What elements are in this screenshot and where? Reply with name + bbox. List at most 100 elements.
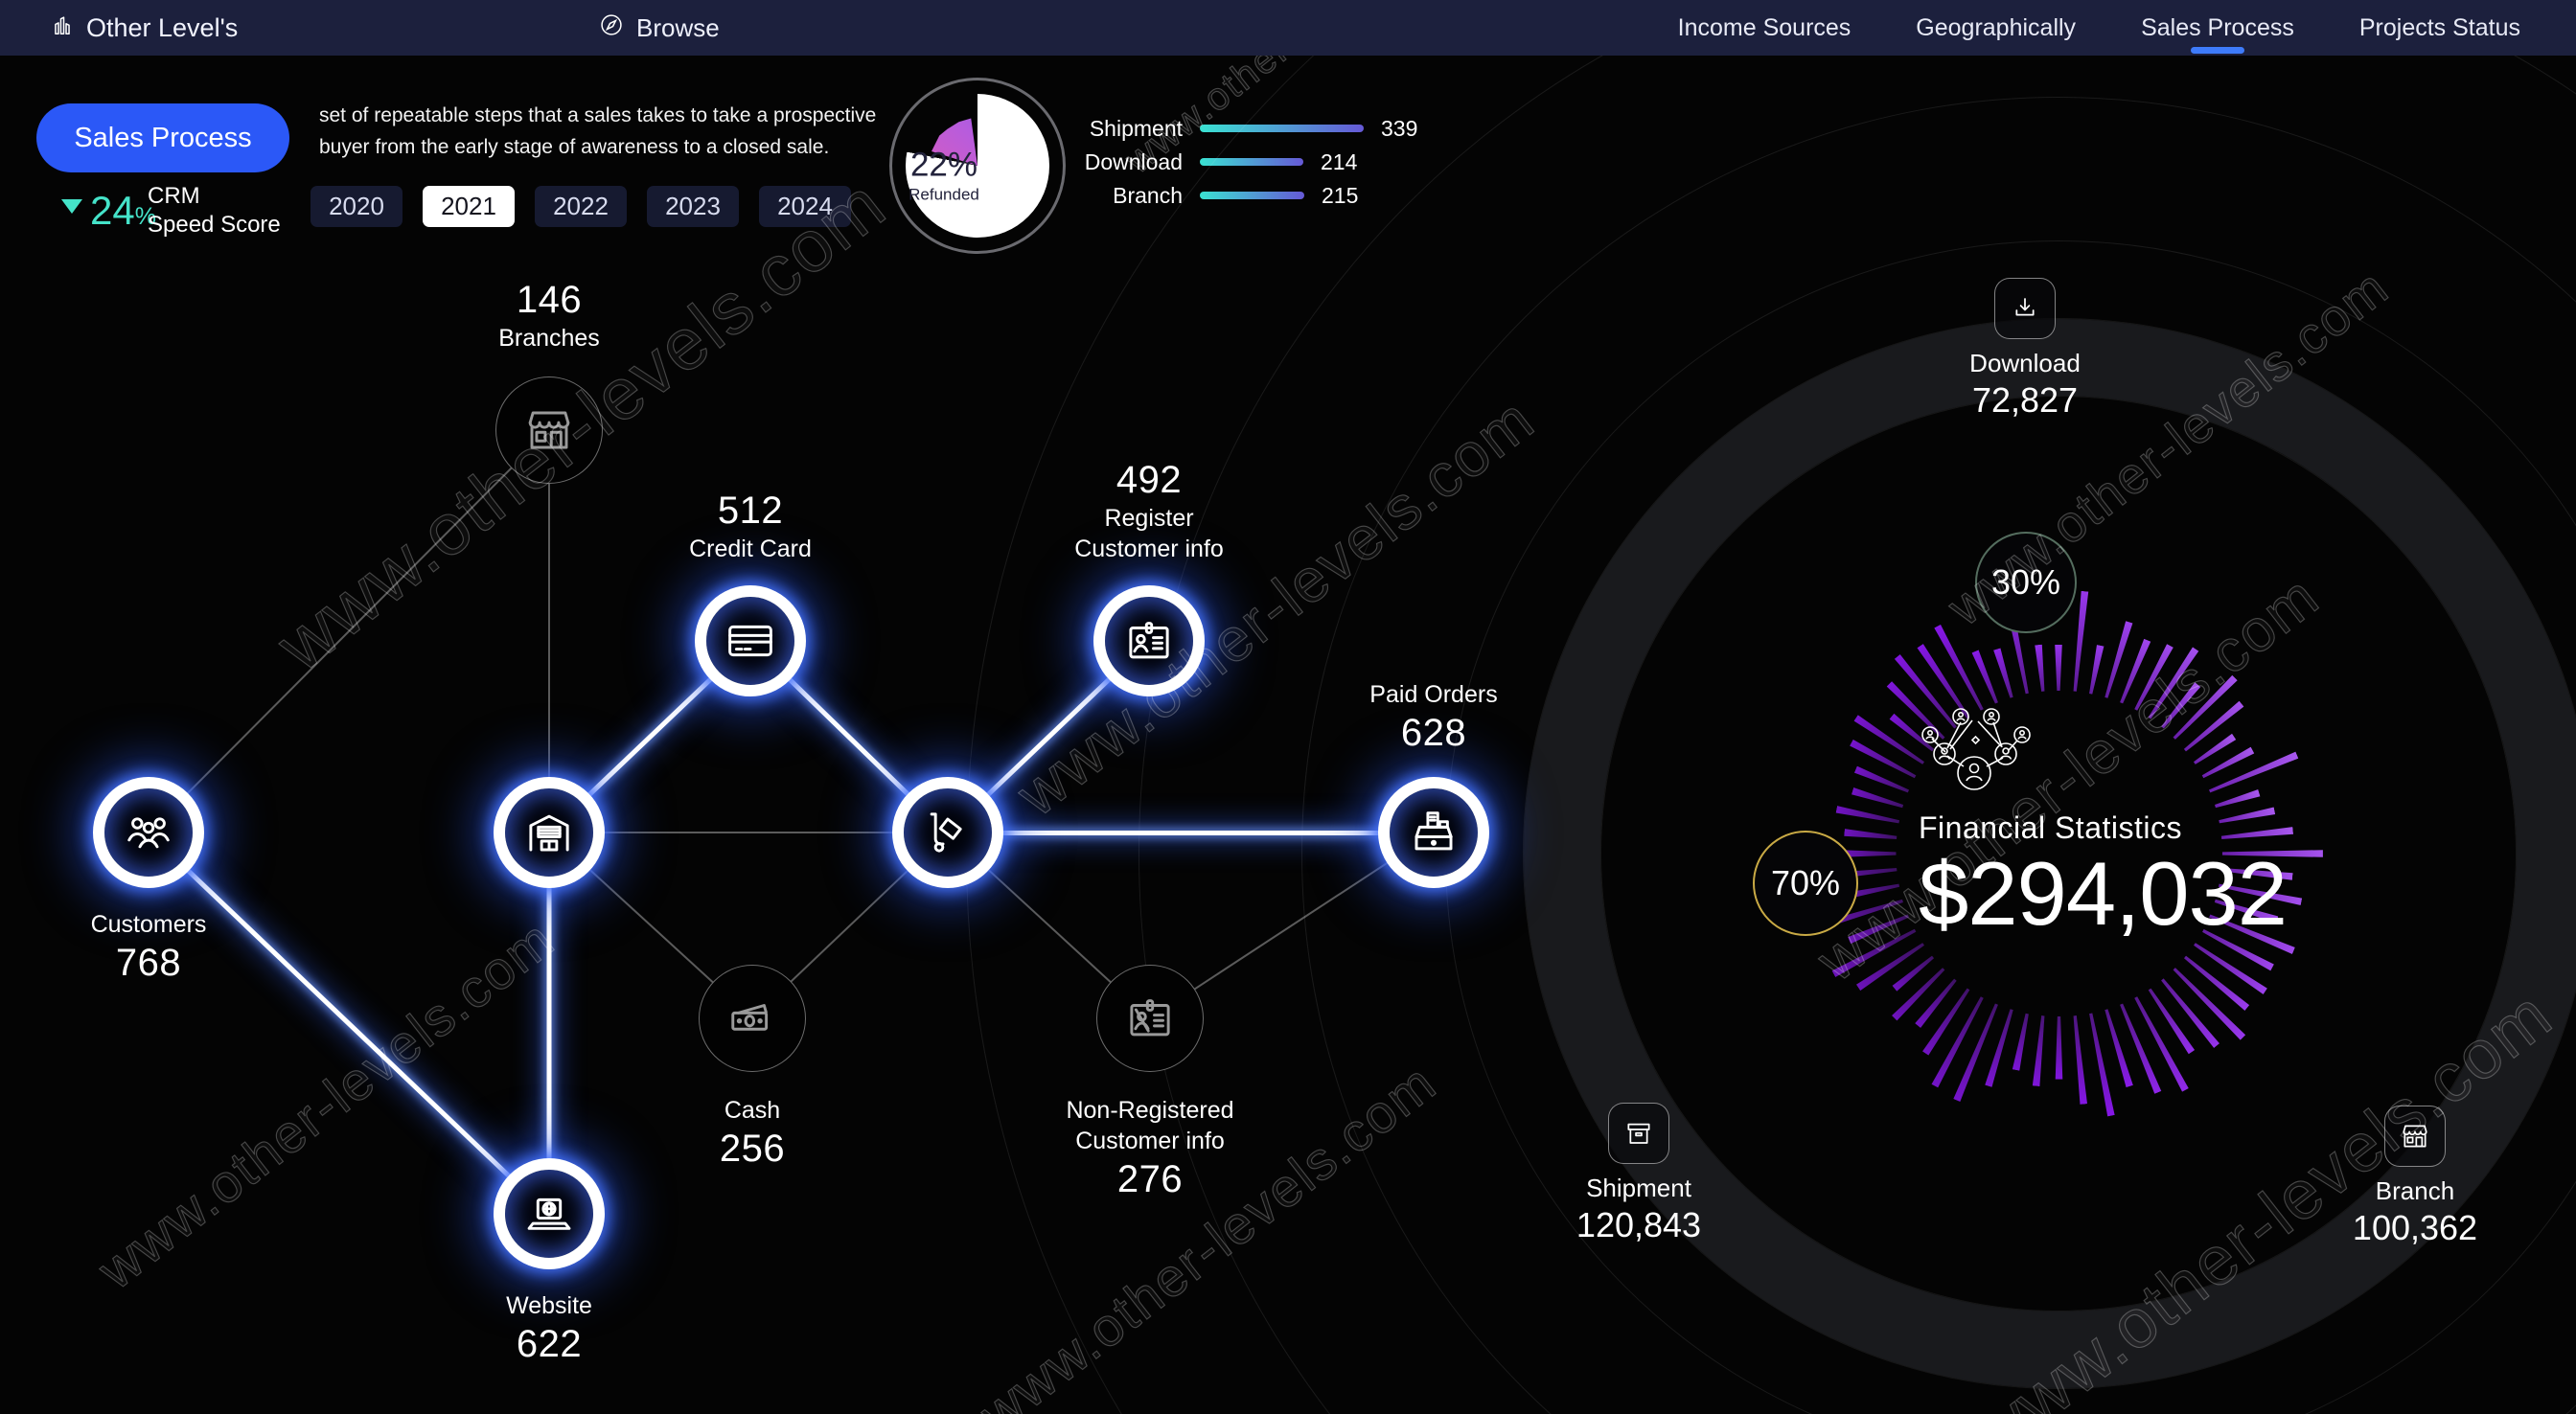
node-creditcard-label: Credit Card [689, 536, 812, 562]
node-branches-value: 146 [516, 279, 583, 321]
stat-shipment: Shipment 120,843 [1485, 1103, 1792, 1245]
node-paidorders-value: 628 [1400, 712, 1467, 754]
compass-icon [598, 11, 625, 45]
nav-item-sales-process[interactable]: Sales Process [2141, 0, 2294, 56]
node-branches-label: Branches [498, 325, 600, 352]
nav-item-income-sources[interactable]: Income Sources [1678, 0, 1852, 56]
description-line-2: buyer from the early stage of awareness … [319, 136, 830, 158]
cash-register-icon [1408, 807, 1460, 858]
store-icon [523, 404, 575, 456]
sales-process-button[interactable]: Sales Process [36, 103, 289, 172]
node-website-label: Website [506, 1292, 592, 1319]
nav-item-geographically[interactable]: Geographically [1916, 0, 2076, 56]
stat-label: Branch [2375, 1176, 2455, 1205]
node-label-nonreg: Non-Registered Customer info 276 [1066, 1095, 1233, 1202]
stat-value: 120,843 [1576, 1205, 1702, 1244]
stat-value: 72,827 [1971, 380, 2079, 420]
year-tab-2022[interactable]: 2022 [535, 186, 627, 227]
warehouse-icon [523, 807, 575, 858]
stat-download: Download 72,827 [1872, 278, 2178, 421]
nav-item-label: Projects Status [2358, 13, 2520, 41]
node-paidorders[interactable] [1378, 777, 1489, 888]
download-icon [1994, 278, 2056, 339]
refund-percent: 22% [909, 146, 978, 184]
year-tabs: 2020 2021 2022 2023 2024 [310, 186, 851, 227]
financial-center: Financial Statistics $294,032 [1919, 706, 2288, 944]
node-warehouse[interactable] [494, 777, 605, 888]
node-website-value: 622 [516, 1323, 583, 1365]
node-nonreg-label: Customer info [1075, 1128, 1225, 1154]
year-tab-2023[interactable]: 2023 [647, 186, 739, 227]
store-icon [2384, 1106, 2446, 1167]
decrease-triangle-icon [61, 199, 82, 214]
outer-percent-badge: 70% [1753, 831, 1858, 936]
cash-icon [726, 992, 778, 1044]
nav-item-projects-status[interactable]: Projects Status [2359, 0, 2520, 56]
brand-logo-icon [50, 12, 75, 44]
network-users-icon [1919, 708, 2034, 802]
year-tab-2020[interactable]: 2020 [310, 186, 402, 227]
node-label-paidorders: Paid Orders 628 [1369, 679, 1497, 756]
legend-label: Branch [1113, 182, 1183, 208]
node-cash-label: Cash [724, 1097, 781, 1124]
legend-label: Shipment [1089, 115, 1183, 141]
refund-donut-ring [889, 78, 1066, 254]
node-website[interactable] [494, 1158, 605, 1269]
hand-truck-icon [922, 807, 974, 858]
credit-card-icon [724, 615, 776, 667]
node-customers-label: Customers [90, 911, 207, 938]
nav-item-label: Income Sources [1677, 13, 1852, 41]
node-nonreg[interactable] [1096, 965, 1204, 1072]
legend-label: Download [1084, 148, 1183, 174]
year-tab-2021[interactable]: 2021 [423, 186, 515, 227]
node-trolley[interactable] [892, 777, 1003, 888]
laptop-icon [523, 1188, 575, 1240]
financial-amount: $294,032 [1919, 843, 2288, 944]
connection-line-warehouse-website [546, 832, 552, 1214]
node-customers-value: 768 [115, 942, 182, 984]
stat-label: Shipment [1586, 1174, 1691, 1202]
connection-line-trolley-paidorders [948, 830, 1434, 835]
refund-pie [906, 94, 1049, 238]
refund-center-text: 22% Refunded [908, 147, 979, 205]
node-label-cash: Cash 256 [720, 1095, 785, 1172]
browse-button[interactable]: Browse [598, 0, 720, 56]
node-cash[interactable] [699, 965, 806, 1072]
nav-item-label: Sales Process [2141, 13, 2294, 41]
node-label-creditcard: 512 Credit Card [689, 488, 812, 564]
connection-line-customers-website [147, 831, 551, 1216]
connection-line-branches-warehouse [548, 430, 550, 832]
box-icon [1608, 1103, 1669, 1164]
top-navbar: Other Level's Browse Income Sources Geogr… [0, 0, 2576, 56]
stat-value: 100,362 [2352, 1208, 2478, 1247]
stat-branch: Branch 100,362 [2262, 1106, 2568, 1248]
browse-label: Browse [636, 12, 720, 42]
node-creditcard[interactable] [695, 585, 806, 696]
node-label-customers: Customers 768 [91, 909, 207, 986]
node-register[interactable] [1093, 585, 1205, 696]
description-line-1: set of repeatable steps that a sales tak… [319, 104, 877, 126]
people-icon [123, 807, 174, 858]
connection-line-warehouse-trolley [549, 832, 948, 833]
crm-speed-score-label: CRM Speed Score [148, 183, 281, 238]
radial-tick [2055, 645, 2062, 691]
crm-speed-score-value: 24% [90, 188, 156, 233]
node-customers[interactable] [93, 777, 204, 888]
node-label-website: Website 622 [506, 1290, 592, 1367]
active-tab-indicator [2190, 47, 2244, 54]
node-creditcard-value: 512 [717, 490, 784, 532]
connection-line-branches-customers [148, 429, 550, 833]
node-nonreg-label: Non-Registered [1066, 1097, 1234, 1124]
node-branches[interactable] [495, 376, 603, 484]
id-card-icon [1123, 615, 1175, 667]
node-label-register: 492 Register Customer info [1074, 457, 1224, 564]
year-tab-2024[interactable]: 2024 [759, 186, 851, 227]
main-nav: Income Sources Geographically Sales Proces… [1678, 0, 2520, 56]
node-register-label: Register [1104, 505, 1194, 532]
brand: Other Level's [50, 0, 238, 56]
stat-label: Download [1969, 349, 2081, 377]
refund-label: Refunded [908, 185, 979, 204]
nav-item-label: Geographically [1916, 13, 2077, 41]
